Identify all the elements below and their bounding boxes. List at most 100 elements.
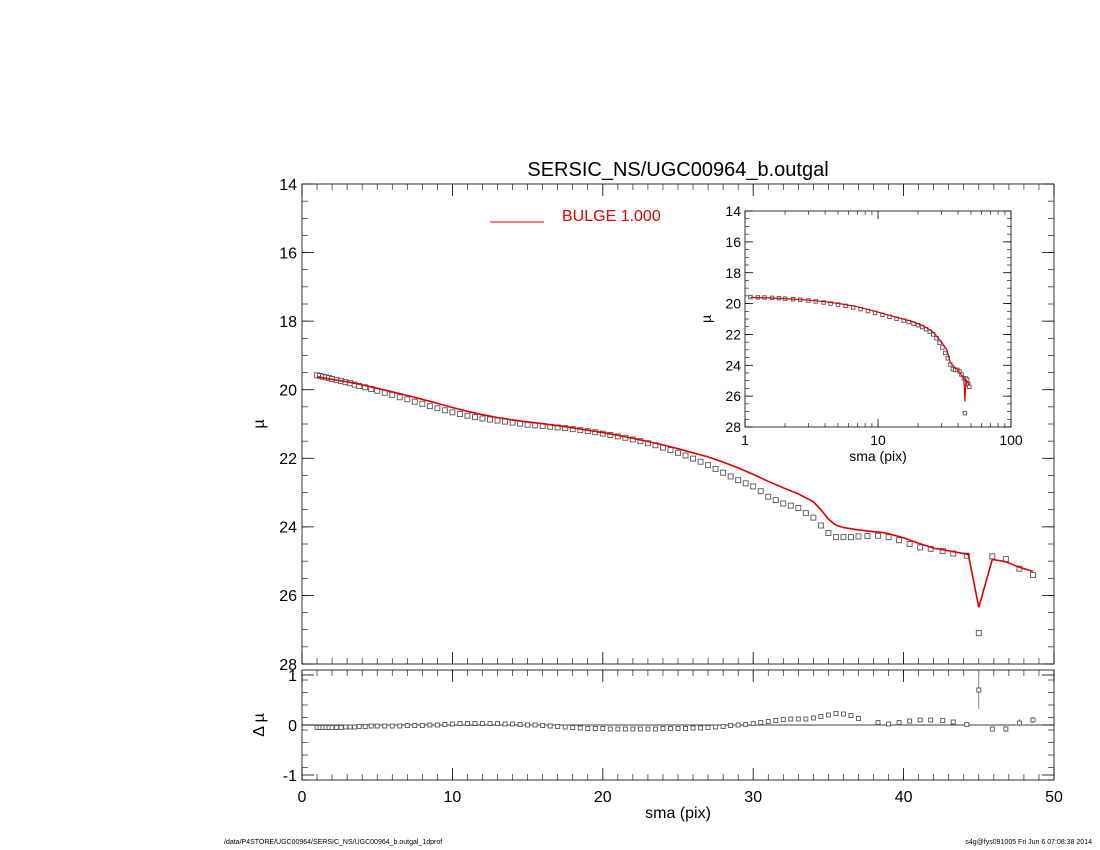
- data-point: [825, 530, 832, 536]
- data-point: [479, 415, 486, 422]
- y-tick-label: 28: [725, 419, 741, 435]
- y-tick-label: 22: [725, 326, 741, 342]
- data-point: [404, 723, 410, 728]
- data-point: [682, 452, 689, 459]
- data-point: [442, 722, 448, 727]
- data-point: [964, 722, 970, 727]
- data-point: [457, 721, 463, 726]
- data-point: [502, 721, 508, 727]
- y-tick-label: 28: [279, 657, 297, 674]
- y-tick-label: 14: [279, 177, 297, 194]
- chart-title: SERSIC_NS/UGC00964_b.outgal: [527, 159, 828, 181]
- data-point: [356, 382, 363, 389]
- data-point: [434, 405, 441, 412]
- data-point: [389, 723, 395, 729]
- data-point: [338, 725, 344, 730]
- data-point: [735, 722, 741, 728]
- data-point: [780, 717, 786, 722]
- data-point: [472, 721, 478, 726]
- data-point: [334, 725, 340, 730]
- data-point: [1030, 717, 1036, 723]
- data-point: [555, 724, 561, 729]
- data-point: [950, 719, 956, 725]
- data-point: [840, 534, 847, 541]
- data-point: [962, 410, 968, 416]
- data-point: [720, 724, 726, 729]
- data-point: [637, 726, 643, 732]
- data-point: [502, 418, 508, 425]
- y-tick-label: 20: [725, 296, 741, 312]
- x-tick-label: 1: [741, 432, 749, 448]
- data-point: [864, 533, 871, 540]
- footer-timestamp: s4g@fys091005 Fri Jun 6 07:08:38 2014: [965, 839, 1092, 846]
- y-tick-label: 16: [279, 245, 297, 262]
- data-point: [411, 398, 418, 405]
- y-tick-label: 20: [279, 382, 297, 399]
- x-tick-label: 40: [895, 789, 913, 806]
- data-point: [585, 726, 591, 731]
- data-point: [540, 723, 546, 728]
- data-point: [917, 717, 923, 723]
- data-point: [896, 720, 902, 725]
- x-axis-label: sma (pix): [849, 448, 907, 464]
- data-point: [942, 350, 948, 356]
- y-tick-label: 24: [725, 357, 741, 373]
- data-point: [615, 726, 621, 732]
- data-point: [329, 725, 335, 730]
- y-axis-label: Δ µ: [251, 713, 268, 736]
- data-point: [368, 723, 374, 729]
- data-point: [720, 469, 727, 476]
- data-point: [818, 714, 824, 719]
- data-point: [374, 723, 380, 729]
- data-point: [1029, 571, 1036, 578]
- data-point: [607, 726, 613, 732]
- data-point: [517, 722, 523, 727]
- data-point: [856, 716, 861, 721]
- data-point: [532, 722, 538, 728]
- data-point: [675, 449, 681, 456]
- data-point: [795, 716, 801, 722]
- data-point: [765, 493, 772, 500]
- data-point: [600, 726, 606, 731]
- data-point: [773, 718, 779, 723]
- data-point: [803, 716, 809, 722]
- data-point: [875, 532, 881, 539]
- data-point: [562, 724, 568, 730]
- data-point: [362, 724, 368, 729]
- x-tick-label: 10: [870, 432, 886, 448]
- data-point: [427, 722, 433, 728]
- data-point: [356, 724, 362, 729]
- data-point: [989, 553, 996, 560]
- data-point: [397, 723, 403, 729]
- data-point: [727, 473, 734, 480]
- data-point: [464, 412, 471, 419]
- panel-inset: 1 10 100 14 16 18 20 22 24 26 28 sma (pix) µ: [698, 203, 1023, 464]
- model-line: [316, 375, 1034, 608]
- data-point: [765, 719, 771, 724]
- data-point: [487, 721, 493, 726]
- data-point: [906, 541, 913, 547]
- data-point: [645, 726, 651, 732]
- data-point: [788, 716, 794, 722]
- data-point: [780, 500, 787, 507]
- data-point: [562, 425, 569, 432]
- data-point: [419, 723, 425, 728]
- data-point: [472, 414, 478, 421]
- data-point: [697, 458, 704, 465]
- data-point: [592, 726, 598, 731]
- data-point: [750, 721, 756, 726]
- data-point: [817, 522, 824, 529]
- data-point: [907, 718, 913, 724]
- data-point: [855, 533, 862, 540]
- data-point: [886, 721, 892, 727]
- legend-label: BULGE 1.000: [562, 208, 661, 225]
- y-tick-label: 1: [288, 668, 297, 685]
- data-point: [848, 713, 854, 718]
- data-point: [885, 534, 892, 541]
- data-point: [480, 721, 485, 726]
- data-point: [832, 534, 839, 541]
- data-point: [487, 416, 493, 423]
- data-point: [848, 534, 854, 541]
- data-point: [712, 465, 719, 472]
- data-point: [569, 426, 576, 433]
